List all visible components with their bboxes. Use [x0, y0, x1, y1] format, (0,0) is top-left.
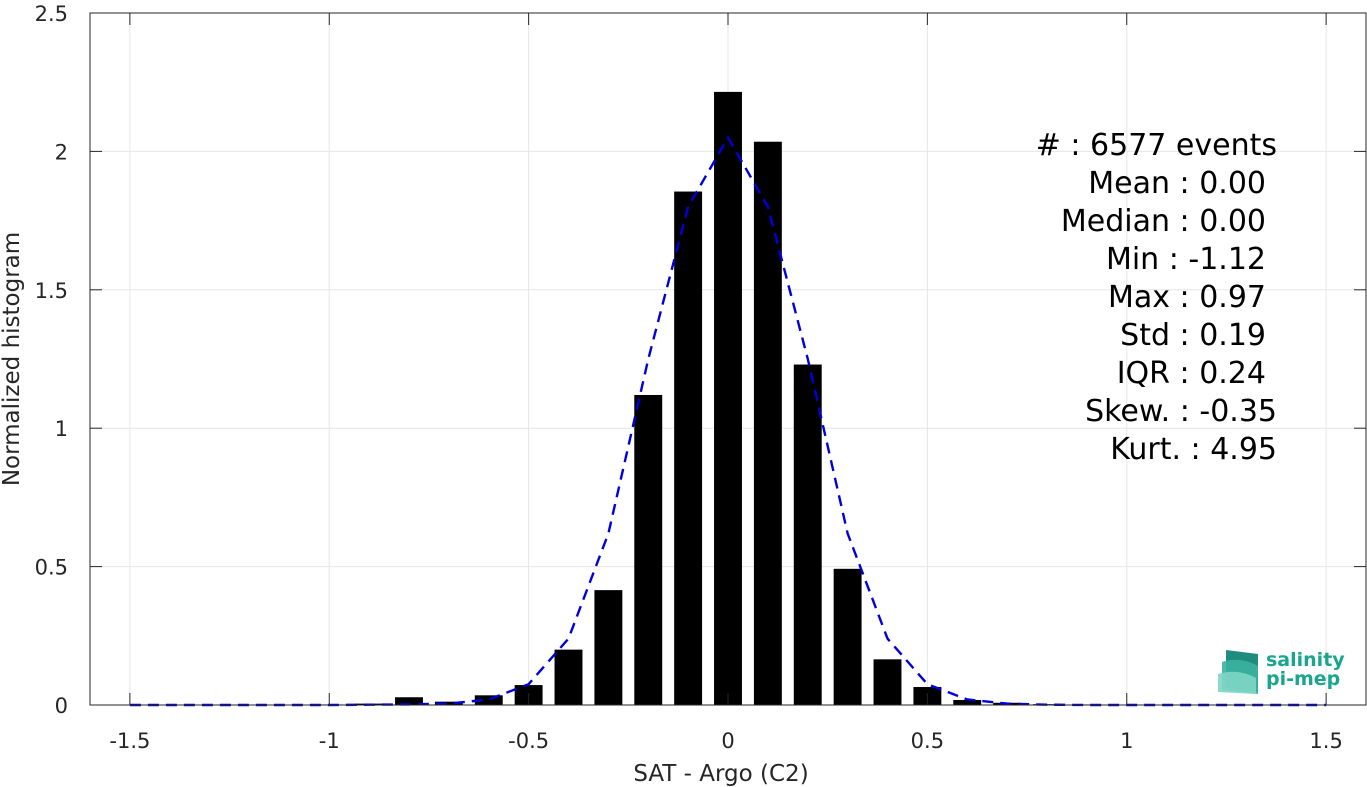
x-tick-label: -1.5	[109, 729, 150, 753]
logo-waves-icon	[1218, 650, 1258, 694]
histogram-bar	[395, 697, 423, 705]
x-tick-label: 0.5	[911, 729, 944, 753]
x-tick-label: -1	[319, 729, 340, 753]
x-tick-label: 0	[721, 729, 734, 753]
stat-skew: Skew. : -0.35	[1085, 394, 1277, 429]
x-tick-label: 1.5	[1309, 729, 1342, 753]
stat-max: Max : 0.97	[1108, 280, 1266, 315]
y-tick-label: 2	[55, 140, 68, 164]
y-tick-labels: 0 0.5 1 1.5 2 2.5	[35, 2, 68, 718]
histogram-bar	[953, 700, 982, 705]
y-tick-label: 1	[55, 417, 68, 441]
salinity-pi-mep-logo: salinity pi-mep	[1218, 649, 1345, 694]
histogram-bar	[753, 141, 782, 705]
histogram-bars	[315, 91, 1141, 705]
x-tick-label: -0.5	[508, 729, 549, 753]
stat-min: Min : -1.12	[1106, 242, 1266, 277]
y-tick-label: 2.5	[35, 2, 68, 26]
stat-kurt: Kurt. : 4.95	[1110, 432, 1277, 467]
y-tick-label: 0.5	[35, 556, 68, 580]
axis-ticks	[90, 12, 1366, 706]
y-axis-label: Normalized histogram	[0, 232, 25, 486]
logo-text-salinity: salinity	[1266, 649, 1345, 671]
histogram-bar	[674, 191, 703, 705]
histogram-bar	[634, 394, 663, 705]
histogram-bar	[594, 590, 623, 705]
y-tick-label: 0	[55, 694, 68, 718]
histogram-bar	[873, 659, 902, 705]
stat-events: # : 6577 events	[1036, 128, 1277, 163]
logo-text-pimep: pi-mep	[1266, 668, 1340, 690]
stat-iqr: IQR : 0.24	[1117, 356, 1266, 391]
x-tick-label: 1	[1120, 729, 1133, 753]
stat-median: Median : 0.00	[1061, 204, 1266, 239]
stat-std: Std : 0.19	[1120, 318, 1266, 353]
histogram-bar	[793, 364, 822, 705]
histogram-bar	[554, 649, 583, 705]
histogram-bar	[474, 695, 503, 705]
histogram-bar	[714, 91, 742, 705]
stats-annotation: # : 6577 events Mean : 0.00 Median : 0.0…	[1036, 128, 1277, 467]
stat-mean: Mean : 0.00	[1088, 166, 1266, 201]
histogram-bar	[833, 568, 862, 705]
histogram-bar	[434, 701, 463, 705]
x-axis-label: SAT - Argo (C2)	[633, 761, 808, 787]
y-tick-label: 1.5	[35, 279, 68, 303]
x-tick-labels: -1.5 -1 -0.5 0 0.5 1 1.5	[109, 729, 1342, 753]
